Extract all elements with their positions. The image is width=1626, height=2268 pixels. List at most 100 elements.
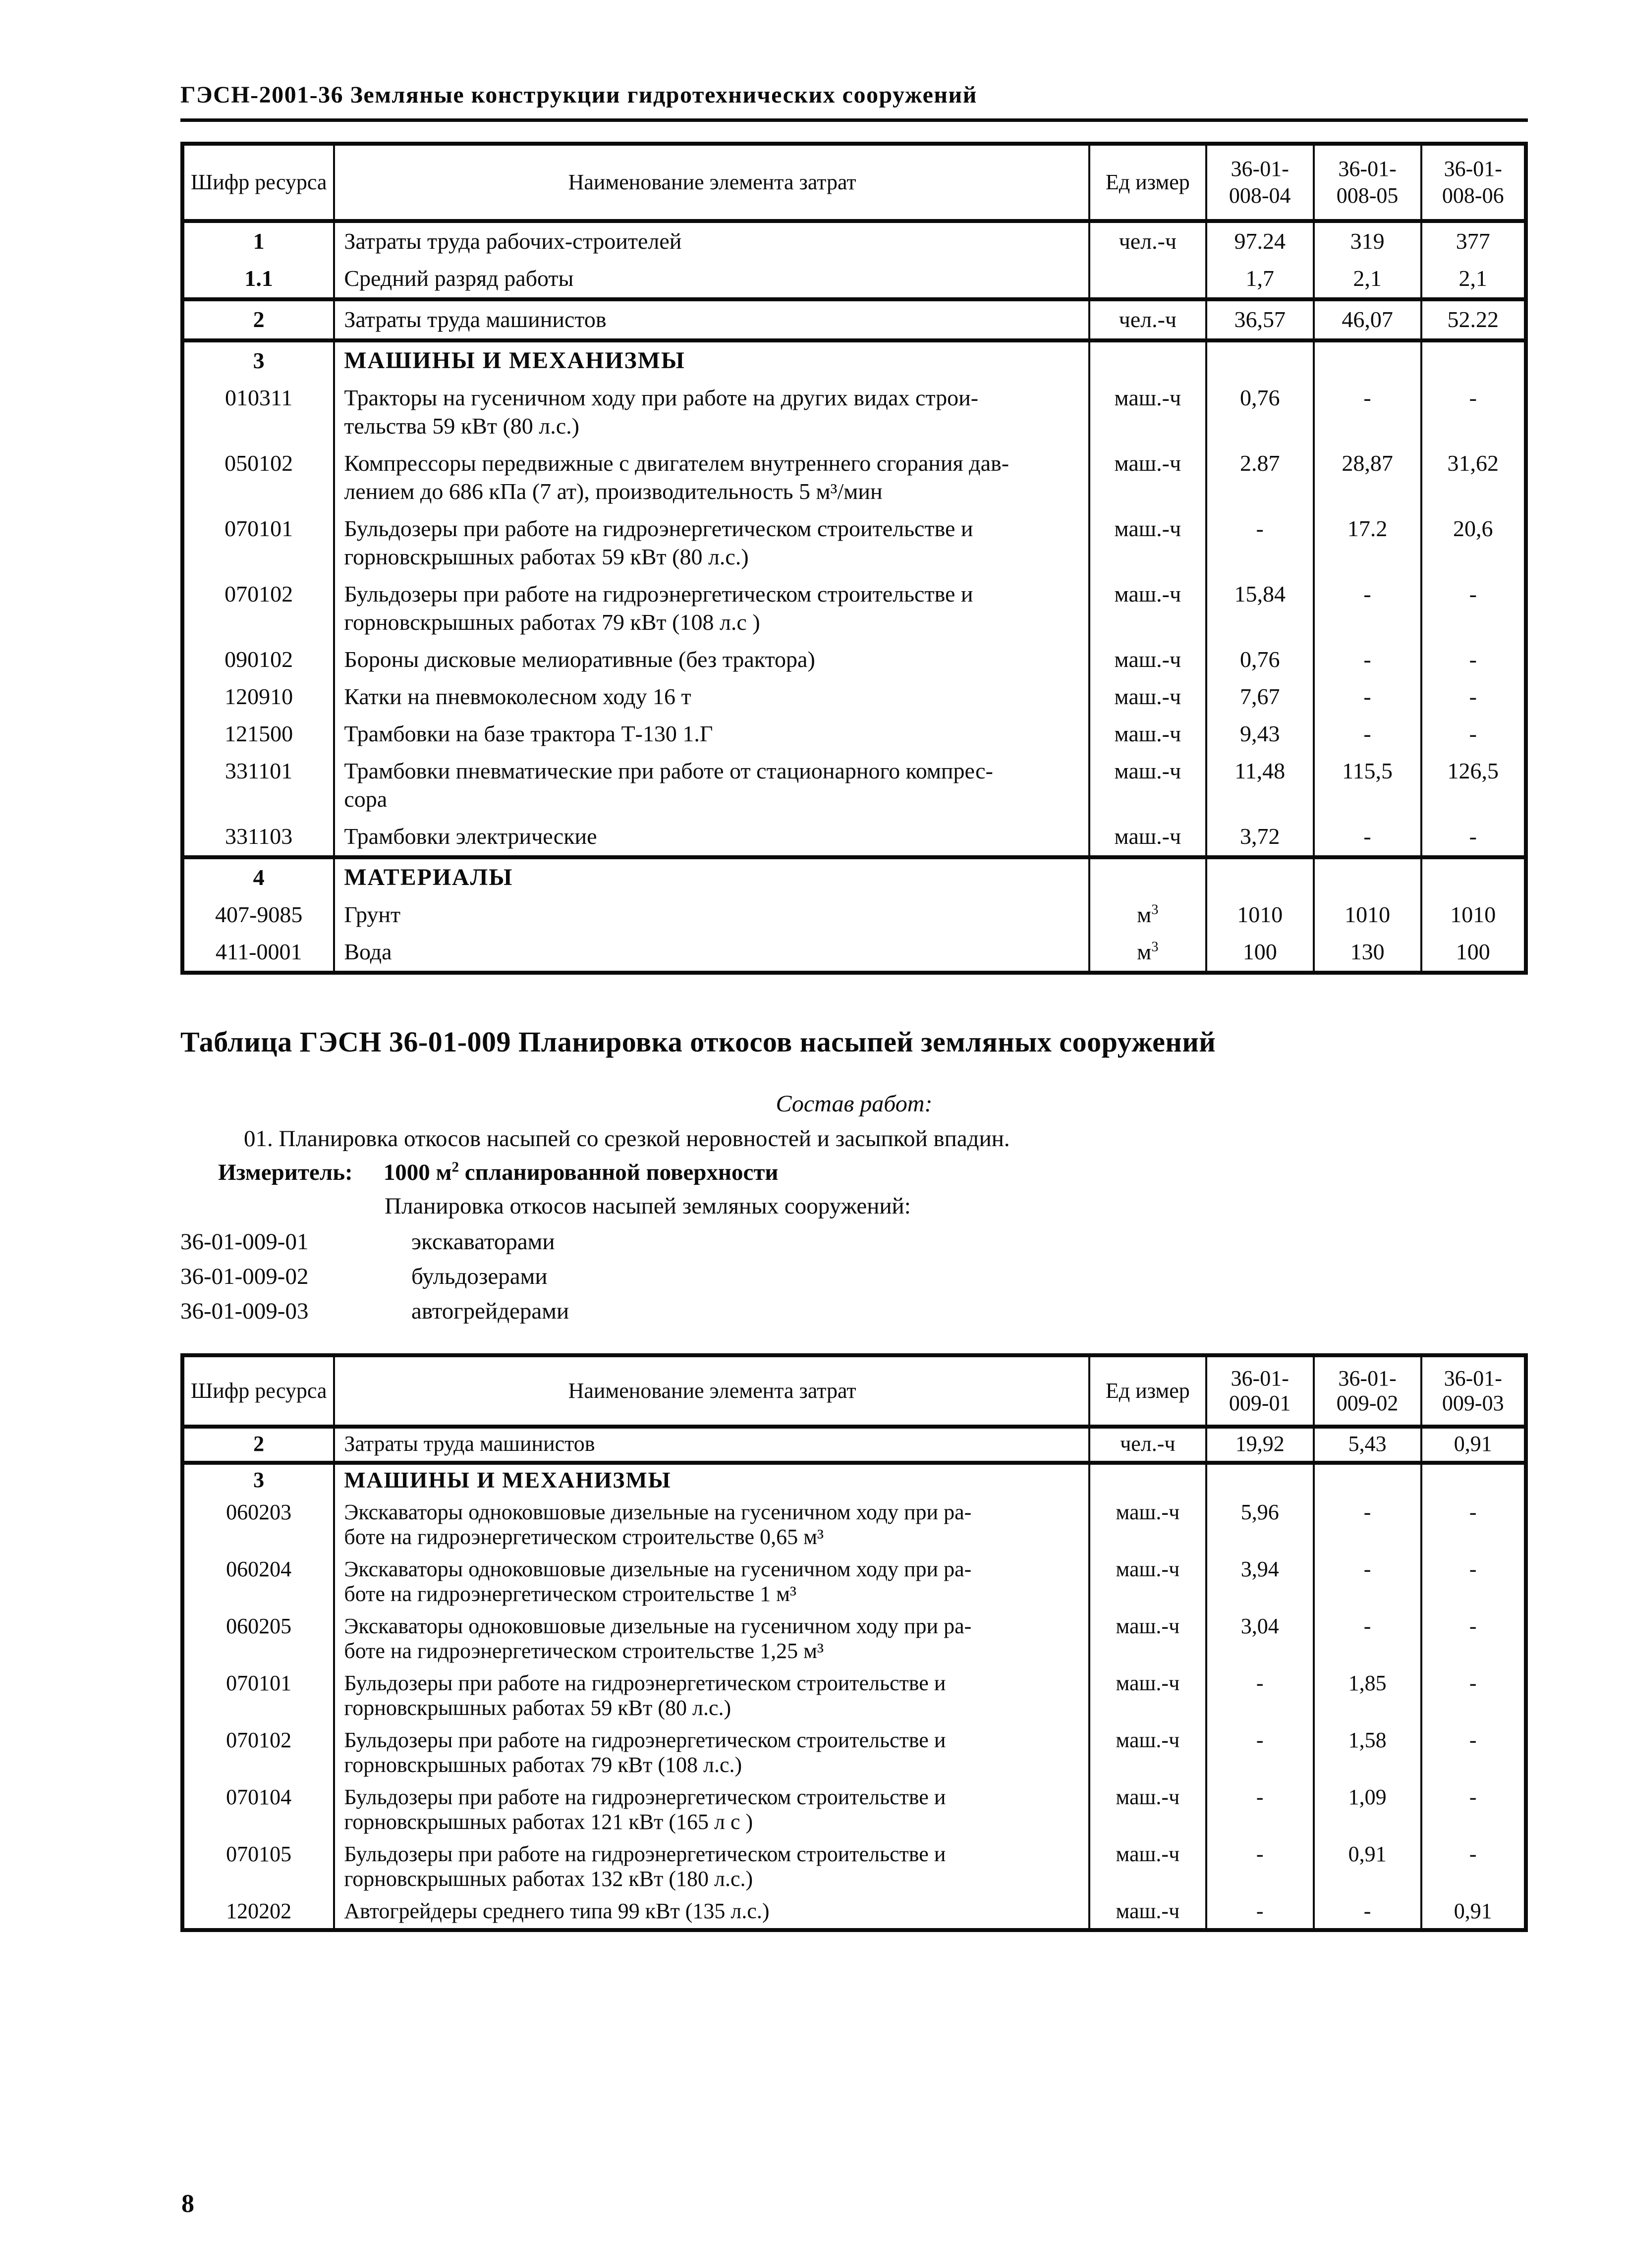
value-cell-col2: - <box>1312 1896 1422 1930</box>
value-cell-col2: - <box>1312 1497 1422 1554</box>
table-gesn-36-01-008: Шифр ресурса Наименование элемента затра… <box>180 142 1528 975</box>
value-cell-col1: 1,7 <box>1205 260 1315 301</box>
col-header-resource-code: Шифр ресурса <box>181 1355 336 1429</box>
value-cell-col3: 126,5 <box>1420 753 1527 818</box>
resource-code-cell: 010311 <box>181 380 336 445</box>
resource-code-cell: 120910 <box>181 678 336 716</box>
page-number: 8 <box>181 2190 194 2218</box>
resource-row: 090102 Бороны дисковые мелиоративные (бе… <box>181 641 1527 678</box>
resource-row: 070101 Бульдозеры при работе на гидроэне… <box>181 510 1527 576</box>
value-cell-col2: 1,85 <box>1312 1668 1422 1725</box>
resource-unit-cell <box>1088 340 1207 380</box>
resource-row: 1.1 Средний разряд работы 1,7 2,1 2,1 <box>181 260 1527 301</box>
value-cell-col1: 0,76 <box>1205 641 1315 678</box>
resource-row: 2 Затраты труда машинистов чел.-ч 19,92 … <box>181 1427 1527 1465</box>
value-cell-col1: 7,67 <box>1205 678 1315 716</box>
resource-row: 331103 Трамбовки электрические маш.-ч 3,… <box>181 818 1527 859</box>
value-cell-col2: 17.2 <box>1312 510 1422 576</box>
value-cell-col2: 5,43 <box>1312 1427 1422 1465</box>
resource-unit-cell: чел.-ч <box>1088 1427 1207 1465</box>
value-cell-col2: 1010 <box>1312 896 1422 934</box>
value-cell-col1: 5,96 <box>1205 1497 1315 1554</box>
page-content: ГЭСН-2001-36 Земляные конструкции гидрот… <box>180 0 1528 1932</box>
resource-code-cell: 070104 <box>181 1782 336 1839</box>
resource-unit-cell: маш.-ч <box>1088 445 1207 510</box>
resource-row: 407-9085 Грунт м3 1010 1010 1010 <box>181 896 1527 934</box>
col-header-norm-009-01: 36-01- 009-01 <box>1205 1355 1315 1429</box>
variant-row: 36-01-009-02 бульдозерами <box>180 1263 1528 1290</box>
value-cell-col3: - <box>1420 1611 1527 1668</box>
resource-name-cell: Компрессоры передвижные с двигателем вну… <box>333 445 1090 510</box>
value-cell-col1: - <box>1205 1839 1315 1896</box>
value-cell-col1: 3,04 <box>1205 1611 1315 1668</box>
resource-name-cell: Катки на пневмоколесном ходу 16 т <box>333 678 1090 716</box>
resource-code-cell: 1 <box>181 221 336 260</box>
value-cell-col3: - <box>1420 380 1527 445</box>
resource-name-cell: Трамбовки на базе трактора Т-130 1.Г <box>333 716 1090 753</box>
measure-line: Измеритель: 1000 м2 спланированной поверх… <box>180 1159 1528 1186</box>
resource-unit-cell: м3 <box>1088 934 1207 973</box>
resource-unit-cell: м3 <box>1088 896 1207 934</box>
resource-row: 070102 Бульдозеры при работе на гидроэне… <box>181 1725 1527 1782</box>
value-cell-col2: - <box>1312 716 1422 753</box>
col-header-unit: Ед измер <box>1088 1355 1207 1429</box>
value-cell-col2 <box>1312 340 1422 380</box>
resource-code-cell: 060205 <box>181 1611 336 1668</box>
resource-unit-cell: маш.-ч <box>1088 576 1207 641</box>
resource-name-cell: Бульдозеры при работе на гидроэнергетиче… <box>333 576 1090 641</box>
resource-unit-cell: чел.-ч <box>1088 221 1207 260</box>
value-cell-col1 <box>1205 857 1315 896</box>
value-cell-col3 <box>1420 340 1527 380</box>
value-cell-col3: - <box>1420 818 1527 859</box>
resource-name-cell: Грунт <box>333 896 1090 934</box>
resource-code-cell: 407-9085 <box>181 896 336 934</box>
resource-row: 411-0001 Вода м3 100 130 100 <box>181 934 1527 973</box>
resource-name-cell: Затраты труда машинистов <box>333 299 1090 342</box>
resource-name-cell: Затраты труда машинистов <box>333 1427 1090 1465</box>
value-cell-col2: 319 <box>1312 221 1422 260</box>
resource-code-cell: 070101 <box>181 510 336 576</box>
resource-code-cell: 120202 <box>181 1896 336 1930</box>
resource-name-cell: Тракторы на гусеничном ходу при работе н… <box>333 380 1090 445</box>
resource-unit-cell: маш.-ч <box>1088 510 1207 576</box>
value-cell-col2: 2,1 <box>1312 260 1422 301</box>
value-cell-col2: 1,58 <box>1312 1725 1422 1782</box>
measure-value: 1000 м2 спланированной поверхности <box>383 1159 779 1185</box>
value-cell-col2: 46,07 <box>1312 299 1422 342</box>
resource-unit-cell: маш.-ч <box>1088 1668 1207 1725</box>
value-cell-col3: - <box>1420 678 1527 716</box>
running-header-title: ГЭСН-2001-36 Земляные конструкции гидрот… <box>180 82 977 108</box>
value-cell-col3: - <box>1420 641 1527 678</box>
resource-code-cell: 2 <box>181 299 336 342</box>
resource-code-cell: 090102 <box>181 641 336 678</box>
resource-unit-cell <box>1088 1463 1207 1497</box>
value-cell-col2: - <box>1312 678 1422 716</box>
resource-row: 2 Затраты труда машинистов чел.-ч 36,57 … <box>181 299 1527 342</box>
value-cell-col1: 3,72 <box>1205 818 1315 859</box>
col-header-resource-code: Шифр ресурса <box>181 144 336 223</box>
value-cell-col3 <box>1420 857 1527 896</box>
resource-name-cell: Бороны дисковые мелиоративные (без тракт… <box>333 641 1090 678</box>
value-cell-col2: - <box>1312 380 1422 445</box>
value-cell-col1: 11,48 <box>1205 753 1315 818</box>
resource-name-cell: МАШИНЫ И МЕХАНИЗМЫ <box>333 340 1090 380</box>
table1-header-row: Шифр ресурса Наименование элемента затра… <box>181 144 1527 223</box>
resource-unit-cell <box>1088 260 1207 301</box>
value-cell-col3: 20,6 <box>1420 510 1527 576</box>
resource-unit-cell: маш.-ч <box>1088 1554 1207 1611</box>
table2-body: 2 Затраты труда машинистов чел.-ч 19,92 … <box>181 1427 1527 1930</box>
resource-name-cell: Трамбовки пневматические при работе от с… <box>333 753 1090 818</box>
running-header: ГЭСН-2001-36 Земляные конструкции гидрот… <box>180 0 1528 122</box>
table2-header-row: Шифр ресурса Наименование элемента затра… <box>181 1355 1527 1429</box>
table2-header: Шифр ресурса Наименование элемента затра… <box>181 1355 1527 1429</box>
value-cell-col3: - <box>1420 1668 1527 1725</box>
work-composition-item: 01. Планировка откосов насыпей со срезко… <box>244 1126 1010 1152</box>
resource-name-cell: Бульдозеры при работе на гидроэнергетиче… <box>333 1782 1090 1839</box>
table1-header: Шифр ресурса Наименование элемента затра… <box>181 144 1527 223</box>
resource-row: 3 МАШИНЫ И МЕХАНИЗМЫ <box>181 1463 1527 1497</box>
value-cell-col2: - <box>1312 641 1422 678</box>
col-header-norm-008-05: 36-01- 008-05 <box>1312 144 1422 223</box>
value-cell-col3: 100 <box>1420 934 1527 973</box>
resource-code-cell: 1.1 <box>181 260 336 301</box>
resource-name-cell: МАТЕРИАЛЫ <box>333 857 1090 896</box>
